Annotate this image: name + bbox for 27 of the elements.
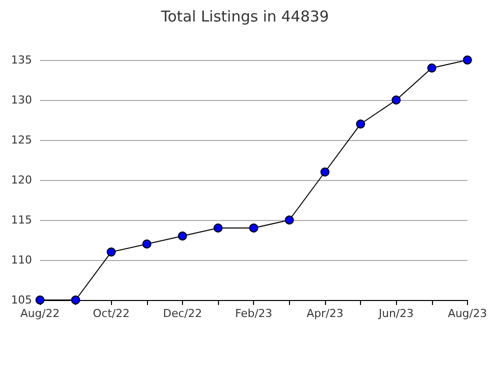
y-tick-label: 115	[11, 214, 32, 226]
y-tick-label: 105	[11, 294, 32, 306]
point	[178, 232, 187, 240]
y-tick-label: 110	[11, 254, 32, 266]
point	[356, 120, 366, 128]
point	[249, 224, 258, 232]
y-tick-label: 120	[11, 174, 32, 186]
point	[427, 64, 436, 72]
point	[462, 56, 472, 64]
x-tick-label: Aug/22	[20, 307, 60, 320]
point	[320, 168, 330, 176]
x-tick-label: Dec/22	[162, 307, 202, 320]
x-tick-label: Apr/23	[306, 307, 344, 320]
point	[142, 240, 152, 248]
x-tick-label: Aug/23	[448, 307, 488, 320]
chart-title: Total Listings in 44839	[160, 8, 329, 26]
point	[214, 224, 223, 232]
x-tick-label: Jun/23	[378, 307, 414, 320]
point	[284, 216, 294, 224]
point	[392, 96, 401, 104]
y-tick-label: 130	[11, 94, 32, 106]
y-tick-label: 135	[11, 54, 32, 66]
point	[106, 248, 116, 256]
x-tick-label: Oct/22	[92, 307, 130, 320]
y-tick-label: 125	[11, 134, 32, 146]
point	[71, 296, 80, 304]
x-tick-label: Feb/23	[235, 307, 272, 320]
